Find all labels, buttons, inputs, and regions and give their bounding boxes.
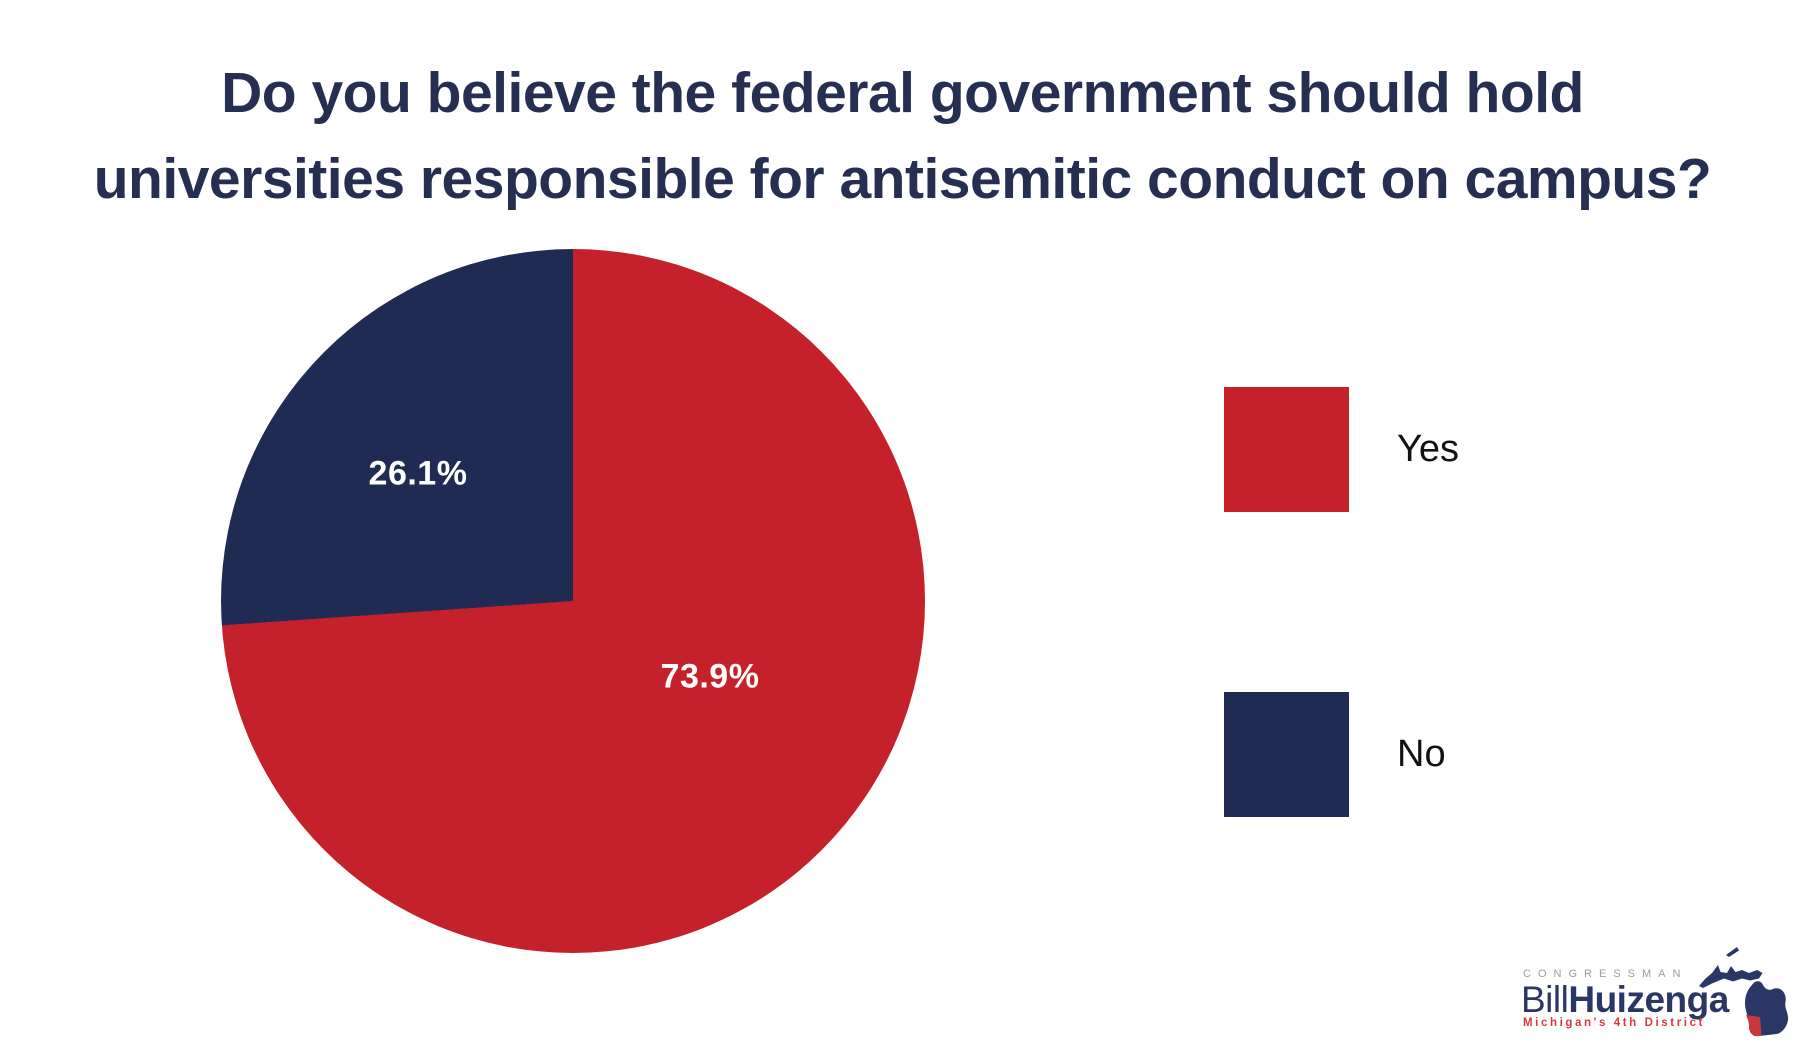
legend-item-no: No bbox=[1224, 692, 1446, 817]
pie-chart bbox=[221, 249, 925, 953]
pie-slice-label-no: 26.1% bbox=[368, 454, 468, 493]
michigan-map-icon bbox=[1699, 947, 1789, 1037]
legend-item-yes: Yes bbox=[1224, 387, 1459, 512]
logo-name: BillHuizenga bbox=[1521, 981, 1729, 1018]
legend-swatch-no bbox=[1224, 692, 1349, 817]
legend-swatch-yes bbox=[1224, 387, 1349, 512]
district-label: Michigan's 4th District bbox=[1523, 1017, 1706, 1029]
logo-first-name: Bill bbox=[1521, 979, 1569, 1020]
pie-slice-label-yes: 73.9% bbox=[660, 657, 760, 696]
congressman-label: CONGRESSMAN bbox=[1523, 968, 1688, 980]
page-title-line2: universities responsible for antisemitic… bbox=[93, 147, 1712, 211]
legend-label-no: No bbox=[1397, 733, 1446, 775]
legend-label-yes: Yes bbox=[1397, 428, 1459, 470]
page-title: Do you believe the federal government sh… bbox=[0, 50, 1805, 222]
page-title-line1: Do you believe the federal government sh… bbox=[221, 61, 1584, 125]
